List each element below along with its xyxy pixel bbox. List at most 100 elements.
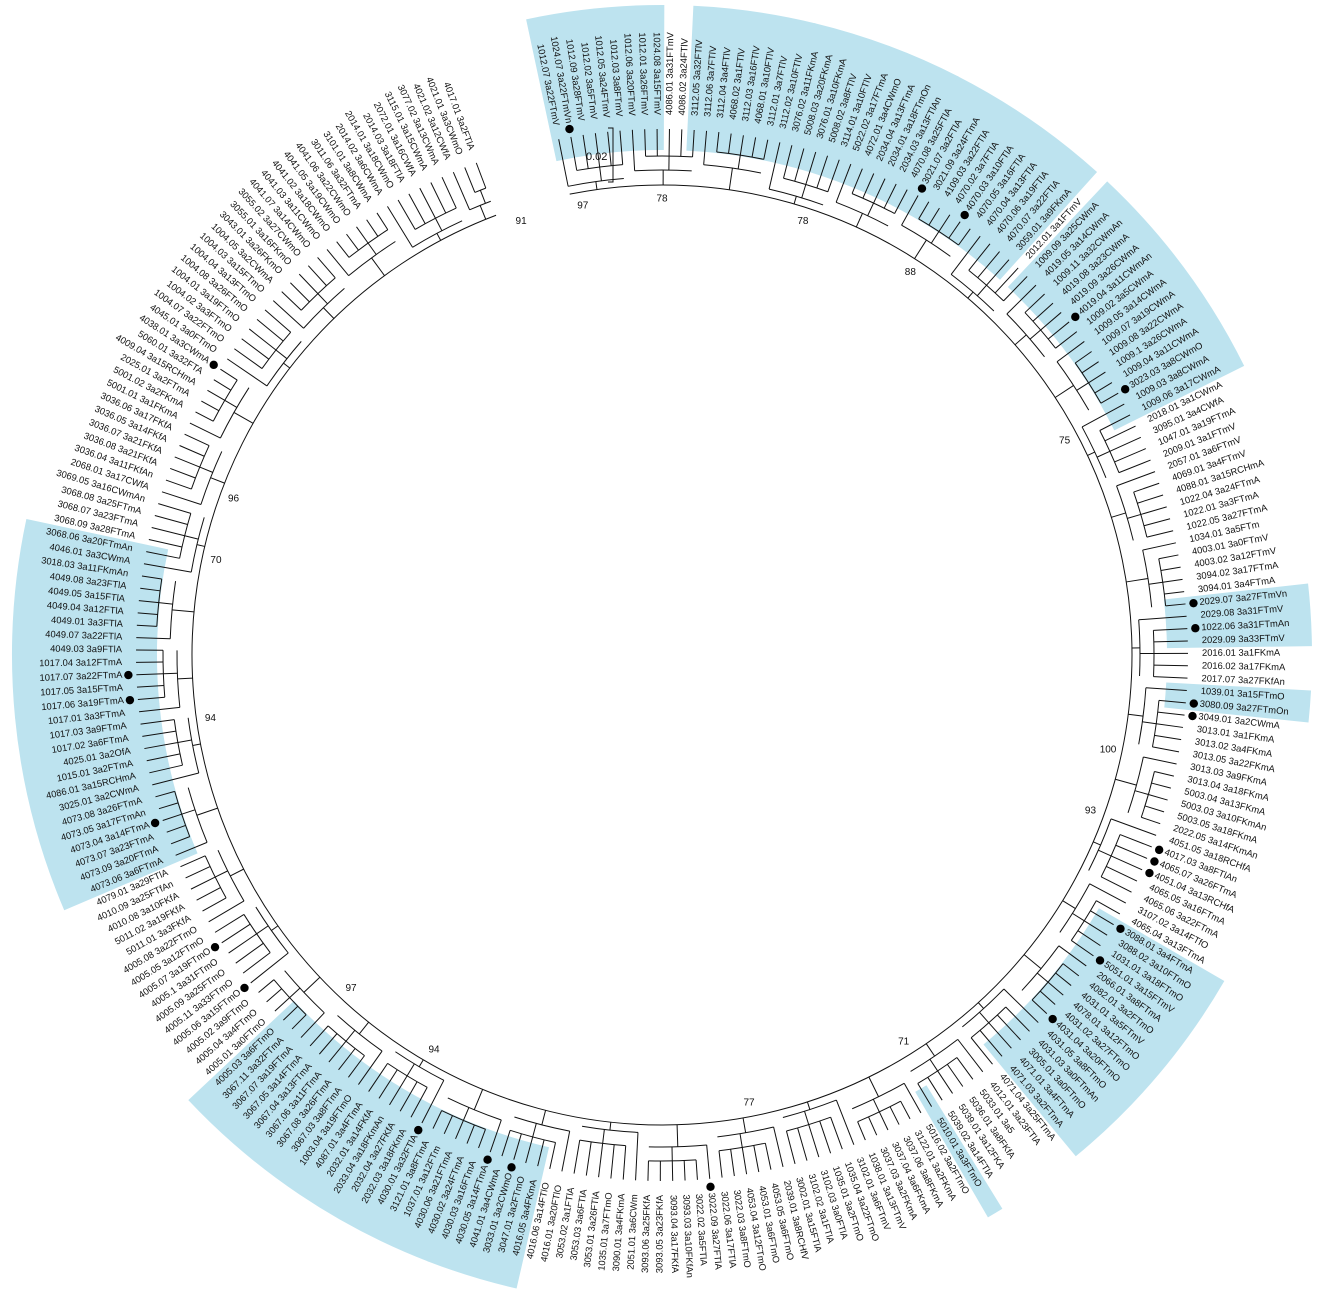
bootstrap-value: 78 [656, 194, 668, 205]
internal-branch [914, 239, 927, 259]
terminal-branch [647, 1160, 649, 1181]
terminal-branch [1074, 351, 1092, 364]
marker-dot [1191, 624, 1200, 633]
terminal-branch [410, 1087, 428, 1118]
terminal-branch [248, 328, 277, 351]
terminal-branch [283, 1005, 299, 1021]
terminal-branch [957, 1039, 984, 1073]
terminal-branch [730, 1149, 735, 1177]
internal-arc [1021, 945, 1060, 991]
terminal-branch [1106, 865, 1138, 882]
terminal-branch [537, 1139, 545, 1167]
terminal-branch [894, 189, 908, 214]
terminal-branch [242, 952, 271, 974]
terminal-branch [835, 163, 852, 203]
internal-branch [1134, 790, 1149, 796]
terminal-branch [478, 1129, 486, 1149]
leaf-label: 4049.03 3a9FTlA [50, 643, 123, 655]
internal-branch [406, 1063, 415, 1077]
terminal-branch [143, 563, 192, 573]
terminal-branch [1055, 972, 1072, 986]
terminal-branch [878, 1111, 889, 1131]
terminal-branch [805, 151, 817, 185]
marker-dot [209, 360, 218, 370]
terminal-branch [1055, 331, 1078, 349]
clade-highlight-0 [526, 4, 665, 162]
internal-branch [181, 809, 196, 815]
internal-arc [348, 241, 396, 277]
terminal-branch [873, 178, 886, 204]
terminal-branch [1164, 591, 1185, 595]
terminal-branch [208, 900, 245, 923]
terminal-branch [213, 379, 232, 391]
terminal-branch [1084, 920, 1108, 936]
terminal-branch [137, 612, 158, 616]
internal-arc [204, 855, 227, 899]
marker-dot [1071, 312, 1080, 322]
terminal-branch [1142, 542, 1177, 551]
terminal-branch [272, 300, 304, 329]
internal-arc [156, 578, 163, 627]
internal-branch [602, 1129, 605, 1144]
terminal-branch [358, 1050, 383, 1085]
terminal-branch [501, 1130, 511, 1157]
clade-highlight-5 [1163, 583, 1312, 649]
internal-arc [514, 1116, 570, 1132]
terminal-branch [264, 309, 292, 333]
clade-highlights [11, 4, 1312, 1289]
terminal-branch [1040, 312, 1062, 331]
internal-branch [867, 202, 875, 216]
terminal-branch [1099, 414, 1131, 431]
marker-dot [240, 983, 249, 993]
terminal-branch [1031, 999, 1048, 1014]
internal-arc [1100, 834, 1121, 878]
internal-branch [345, 1030, 356, 1042]
internal-branch [609, 1122, 612, 1131]
terminal-branch [184, 433, 210, 446]
leaf-label: 4086.01 3a31FTmV [663, 31, 675, 115]
terminal-branch [419, 187, 436, 219]
internal-branch [196, 544, 205, 547]
internal-branch [177, 739, 192, 744]
terminal-branch [338, 1048, 356, 1071]
terminal-branch [741, 1147, 748, 1175]
terminal-branch [706, 1144, 711, 1179]
terminal-branch [196, 887, 221, 901]
internal-branch [930, 231, 940, 244]
clade-highlight-3 [891, 76, 1098, 280]
terminal-branch [1152, 746, 1180, 753]
terminal-branch [768, 142, 781, 190]
terminal-branch [466, 1124, 475, 1144]
bootstrap-value: 94 [428, 1045, 440, 1056]
marker-dot [1189, 699, 1198, 708]
terminal-branch [158, 503, 191, 514]
terminal-branch [619, 130, 624, 165]
leaf-label: 1017.04 3a12FTmA [39, 656, 123, 668]
clade-highlight-11 [14, 703, 198, 911]
clade-highlight-8 [915, 1085, 1003, 1218]
terminal-branch [235, 942, 264, 964]
terminal-branch [1110, 818, 1157, 836]
marker-dot [960, 210, 969, 220]
terminal-branch [452, 171, 471, 210]
terminal-branch [1100, 392, 1119, 404]
terminal-branch [835, 1099, 855, 1145]
terminal-branch [946, 1064, 964, 1087]
marker-dot [1150, 857, 1159, 866]
scale-bar-line [608, 127, 614, 183]
marker-dot [414, 1125, 423, 1135]
marker-dot [1154, 845, 1164, 855]
internal-arc [217, 849, 245, 902]
internal-branch [1148, 581, 1163, 585]
internal-arc [1138, 687, 1147, 745]
terminal-branch [956, 1057, 974, 1080]
terminal-branch [1157, 711, 1185, 716]
internal-branch [275, 349, 288, 360]
terminal-branch [570, 136, 578, 171]
terminal-branch [819, 1120, 832, 1154]
terminal-branch [1118, 459, 1151, 474]
terminal-branch [868, 1116, 878, 1136]
terminal-branch [489, 1119, 502, 1153]
terminal-branch [716, 132, 720, 153]
internal-branch [271, 925, 279, 931]
